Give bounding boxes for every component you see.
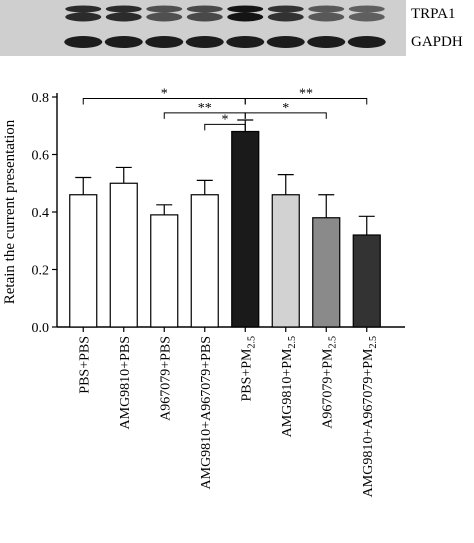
blot-band	[146, 12, 183, 22]
y-tick-label: 0.2	[32, 264, 50, 279]
bar	[150, 214, 179, 328]
blot-band	[348, 5, 385, 13]
blot-band	[65, 5, 102, 13]
blot-band	[267, 12, 304, 22]
blot-band	[308, 12, 345, 22]
western-blot: TRPA1 GAPDH	[0, 0, 463, 56]
blot-band	[185, 36, 224, 48]
blot-band	[146, 5, 183, 13]
blot-band	[227, 5, 264, 13]
x-tick-label: AMG9810+PM2.5	[280, 336, 298, 437]
bar	[271, 194, 300, 328]
bar	[231, 130, 260, 328]
x-tick-label: A967079+PBS	[158, 336, 173, 421]
significance-label: *	[222, 112, 229, 127]
blot-band	[348, 12, 385, 22]
blot-band	[64, 36, 103, 48]
x-tick-label-subscript: 2.5	[327, 336, 338, 349]
bar	[352, 234, 381, 328]
blot-label: TRPA1	[411, 6, 455, 22]
x-tick-label-subscript: 2.5	[368, 336, 379, 349]
blot-band	[307, 36, 346, 48]
x-tick-label: PBS+PM2.5	[239, 336, 257, 402]
x-tick-label: AMG9810+A967079+PM2.5	[361, 336, 379, 497]
blot-band	[145, 36, 184, 48]
significance-label: **	[299, 86, 313, 101]
significance-bracket	[204, 123, 246, 131]
significance-label: *	[282, 101, 289, 116]
bar	[109, 182, 138, 328]
x-tick-label: PBS+PBS	[77, 336, 92, 394]
x-tick-label: A967079+PM2.5	[320, 336, 338, 429]
y-tick-label: 0.4	[32, 206, 50, 221]
blot-band	[267, 5, 304, 13]
blot-band	[227, 12, 264, 22]
blot-band	[308, 5, 345, 13]
blot-band	[266, 36, 305, 48]
blot-band	[105, 12, 142, 22]
y-tick-label: 0.0	[32, 321, 50, 336]
bar	[69, 194, 98, 328]
x-tick-label-subscript: 2.5	[246, 336, 257, 349]
blot-label: GAPDH	[411, 34, 463, 50]
bar	[190, 194, 219, 328]
significance-bracket	[244, 97, 368, 105]
x-tick-label: AMG9810+A967079+PBS	[199, 336, 214, 489]
y-axis-label: Retain the current presentation	[2, 119, 18, 304]
bar-chart: Retain the current presentation 0.0 0.2 0.…	[2, 86, 405, 497]
significance-label: *	[161, 86, 168, 101]
blot-band	[186, 5, 223, 13]
x-tick-label: AMG9810+PBS	[118, 336, 133, 429]
significance-label: **	[198, 101, 212, 116]
y-tick-label: 0.8	[32, 91, 50, 106]
blot-band	[347, 36, 386, 48]
blot-band	[226, 36, 265, 48]
significance-bracket	[244, 112, 327, 119]
blot-band	[105, 5, 142, 13]
y-tick-label: 0.6	[32, 149, 50, 164]
blot-band	[186, 12, 223, 22]
blot-band	[65, 12, 102, 22]
x-tick-label-subscript: 2.5	[287, 336, 298, 349]
blot-band	[104, 36, 143, 48]
bar	[312, 217, 341, 328]
